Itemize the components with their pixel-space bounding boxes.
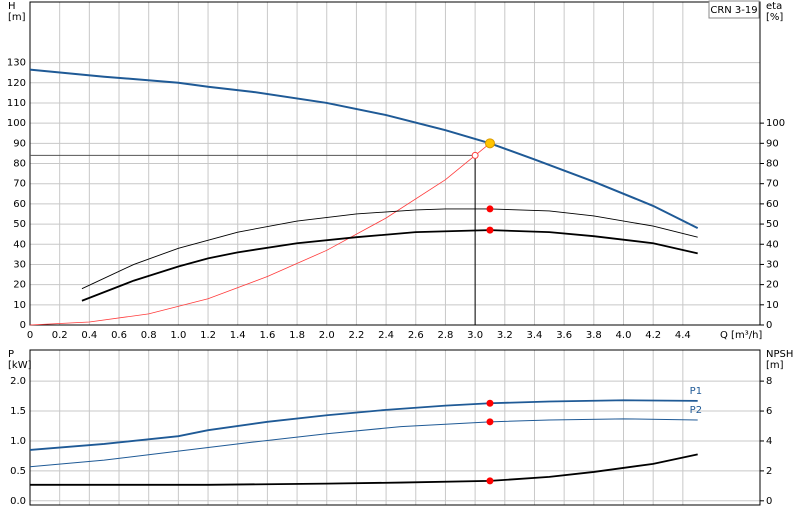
x-tick-label: 4.2 [645, 330, 661, 341]
y2-tick-label: 90 [766, 138, 779, 149]
curve [81, 208, 698, 290]
plot-frame [29, 1, 761, 326]
y-tick-label: 120 [7, 78, 26, 89]
operating-point [486, 477, 494, 485]
y2-axis-label: NPSH [766, 349, 793, 360]
x-tick-label: 0.8 [141, 330, 157, 341]
y2-tick-label: 10 [766, 300, 779, 311]
y2-tick-label: 50 [766, 219, 779, 230]
y-tick-label: 50 [13, 219, 26, 230]
y-tick-label: 80 [13, 159, 26, 170]
y-tick-label: 10 [13, 300, 26, 311]
y-tick-label: 1.5 [10, 406, 26, 417]
y2-tick-label: 60 [766, 199, 779, 210]
y2-axis-label: [%] [766, 12, 783, 23]
required-point [471, 151, 479, 159]
y2-tick-label: 40 [766, 239, 779, 250]
operating-point [486, 399, 494, 407]
curve [30, 453, 698, 486]
duty-point [484, 138, 495, 149]
y-tick-label: 30 [13, 259, 26, 270]
curve [81, 229, 698, 302]
x-tick-label: 0.6 [111, 330, 127, 341]
y-tick-label: 110 [7, 98, 26, 109]
x-tick-label: 2.4 [378, 330, 394, 341]
curve [29, 68, 699, 229]
x-tick-label: 3.4 [527, 330, 543, 341]
x-tick-label: 4.4 [675, 330, 691, 341]
x-tick-label: 3.2 [497, 330, 513, 341]
series-label: P2 [690, 405, 702, 416]
y-tick-label: 1.0 [10, 436, 26, 447]
y2-tick-label: 30 [766, 259, 779, 270]
title-box [708, 0, 760, 19]
y-tick-label: 130 [7, 58, 26, 69]
y-tick-label: 0 [20, 320, 26, 331]
y-tick-label: 40 [13, 239, 26, 250]
x-tick-label: 1.8 [289, 330, 305, 341]
x-axis-label: Q [m³/h] [720, 330, 762, 341]
y-axis-label: [m] [8, 12, 26, 23]
operating-point [486, 205, 494, 213]
y2-axis-label: [m] [766, 360, 784, 371]
y2-tick-label: 4 [766, 436, 772, 447]
y-tick-label: 20 [13, 280, 26, 291]
x-tick-label: 1.0 [170, 330, 186, 341]
y-tick-label: 0.0 [10, 496, 26, 507]
y2-tick-label: 8 [766, 376, 772, 387]
x-tick-label: 4.0 [616, 330, 632, 341]
y2-tick-label: 0 [766, 320, 772, 331]
y2-tick-label: 2 [766, 466, 772, 477]
x-tick-label: 0 [27, 330, 33, 341]
curve [29, 418, 698, 468]
x-tick-label: 3.6 [556, 330, 572, 341]
x-tick-label: 2.6 [408, 330, 424, 341]
y2-tick-label: 70 [766, 179, 779, 190]
x-tick-label: 0.4 [81, 330, 97, 341]
operating-point [486, 418, 494, 426]
y-tick-label: 70 [13, 179, 26, 190]
y2-tick-label: 0 [766, 496, 772, 507]
x-tick-label: 2.0 [319, 330, 335, 341]
y2-tick-label: 80 [766, 159, 779, 170]
series-label: P1 [690, 386, 702, 397]
x-tick-label: 1.4 [230, 330, 246, 341]
y-tick-label: 100 [7, 118, 26, 129]
x-tick-label: 1.6 [259, 330, 275, 341]
y2-tick-label: 100 [766, 118, 785, 129]
x-tick-label: 1.2 [200, 330, 216, 341]
operating-point [486, 226, 494, 234]
y-tick-label: 0.5 [10, 466, 26, 477]
x-tick-label: 3.8 [586, 330, 602, 341]
y-tick-label: 60 [13, 199, 26, 210]
curve [29, 143, 491, 326]
x-tick-label: 0.2 [52, 330, 68, 341]
y-tick-label: 2.0 [10, 376, 26, 387]
y-axis-label: [kW] [8, 360, 32, 371]
y2-axis-label: eta [766, 1, 782, 12]
y2-tick-label: 6 [766, 406, 772, 417]
chart-title: CRN 3-19 [710, 5, 757, 16]
x-tick-label: 2.8 [437, 330, 453, 341]
y2-tick-label: 20 [766, 280, 779, 291]
curve [29, 399, 698, 451]
y-tick-label: 90 [13, 138, 26, 149]
x-tick-label: 3.0 [467, 330, 483, 341]
y-axis-label: H [8, 1, 16, 12]
y-axis-label: P [8, 349, 14, 360]
plot-frame [29, 349, 761, 506]
x-tick-label: 2.2 [348, 330, 364, 341]
